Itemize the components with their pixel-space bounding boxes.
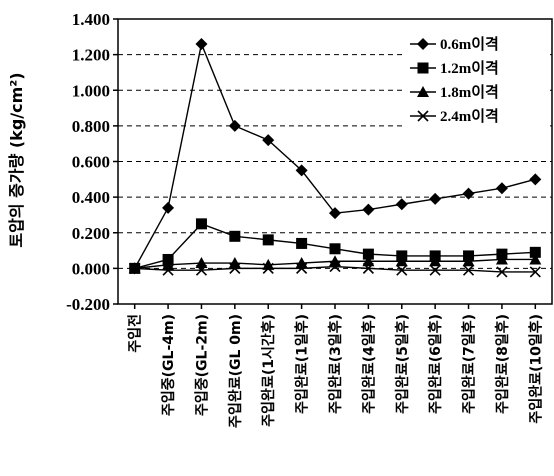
data-point-x (329, 261, 341, 273)
legend-item: 0.6m이격 (410, 35, 499, 53)
data-point-triangle (429, 255, 442, 267)
x-tick-label: 주입완료(1일후) (295, 314, 311, 414)
x-tick-label: 주입완료(4일후) (361, 314, 377, 414)
x-tick-label: 주입완료(7일후) (462, 314, 478, 414)
y-tick-label: 0.000 (72, 259, 110, 278)
data-point-triangle (195, 257, 208, 269)
grid-layer (118, 54, 552, 269)
data-point-diamond (195, 37, 208, 50)
data-point-triangle (395, 255, 408, 267)
legend-label: 0.6m이격 (440, 35, 499, 53)
data-point-diamond (329, 207, 341, 220)
data-point-diamond (295, 164, 308, 177)
y-tick-label: -0.200 (66, 295, 110, 314)
data-point-square (329, 243, 341, 255)
legend-item: 2.4m이격 (410, 107, 499, 125)
data-point-diamond (429, 192, 442, 205)
data-point-triangle (362, 255, 375, 267)
legend-item: 1.8m이격 (410, 83, 499, 101)
x-tick-label: 주입완료(8일후) (495, 314, 511, 414)
legend-label: 1.2m이격 (440, 59, 499, 77)
data-point-x (296, 262, 308, 274)
y-tick-label: 0.600 (72, 153, 110, 172)
data-point-triangle (417, 86, 429, 97)
x-tick-label: 주입완료(5일후) (395, 314, 411, 414)
y-tick-label: 0.800 (72, 117, 110, 136)
data-point-x (496, 266, 508, 278)
data-point-triangle (262, 258, 275, 270)
data-point-x (362, 262, 374, 274)
data-point-x (129, 262, 141, 274)
axis-layer: -0.200 0.000 0.200 0.400 0.600 0.800 1.000 1.20… (66, 10, 553, 428)
data-point-square (417, 62, 429, 74)
data-point-triangle (495, 253, 508, 265)
y-tick-label: 1.400 (72, 10, 110, 29)
legend: 0.6m이격 1.2m이격 1.8m이격 2.4m이격 (402, 30, 546, 130)
data-point-square (529, 246, 541, 258)
data-point-x (229, 262, 241, 274)
data-point-square (195, 218, 207, 230)
data-point-x (417, 110, 429, 122)
data-point-square (362, 248, 374, 260)
series-layer (128, 37, 542, 278)
x-tick-label: 주입전 (127, 314, 144, 353)
data-point-square (262, 234, 274, 246)
data-point-x (529, 266, 541, 278)
legend-label: 2.4m이격 (440, 107, 499, 125)
data-point-triangle (462, 255, 475, 267)
y-tick-label: 0.200 (72, 224, 110, 243)
legend-label: 1.8m이격 (440, 83, 499, 101)
x-tick-label: 주입완료(3일후) (328, 314, 344, 414)
data-point-triangle (529, 253, 542, 265)
data-point-diamond (162, 201, 175, 214)
data-point-diamond (529, 173, 542, 186)
y-axis-label: 토압의 증가량 (kg/cm²) (7, 72, 26, 247)
x-tick-label: 주입완료(6일후) (428, 314, 444, 414)
data-point-diamond (228, 119, 241, 132)
x-tick-label: 주입완료(10일후) (528, 314, 544, 424)
x-tick-label: 주입완료(GL 0m) (228, 314, 244, 428)
x-tick-label: 주입중(GL-2m) (194, 314, 210, 416)
data-point-x (262, 262, 274, 274)
x-tick-label: 주입중(GL-4m) (161, 314, 177, 416)
data-point-diamond (395, 198, 408, 211)
data-point-diamond (462, 187, 475, 200)
data-point-x (396, 264, 408, 276)
series-x (129, 261, 541, 278)
data-point-square (229, 230, 241, 242)
data-point-square (296, 237, 308, 249)
y-tick-label: 1.200 (72, 46, 110, 65)
legend-item: 1.2m이격 (410, 59, 499, 77)
data-point-x (195, 264, 208, 276)
data-point-diamond (362, 203, 375, 216)
y-tick-label: 1.000 (72, 81, 110, 100)
data-point-diamond (417, 38, 429, 50)
data-point-x (162, 264, 174, 276)
x-tick-label: 주입완료(1시간후) (260, 314, 277, 427)
data-point-x (429, 264, 441, 276)
data-point-x (462, 264, 475, 276)
data-point-diamond (495, 182, 508, 195)
data-point-diamond (262, 134, 275, 147)
y-tick-label: 0.400 (72, 188, 110, 207)
